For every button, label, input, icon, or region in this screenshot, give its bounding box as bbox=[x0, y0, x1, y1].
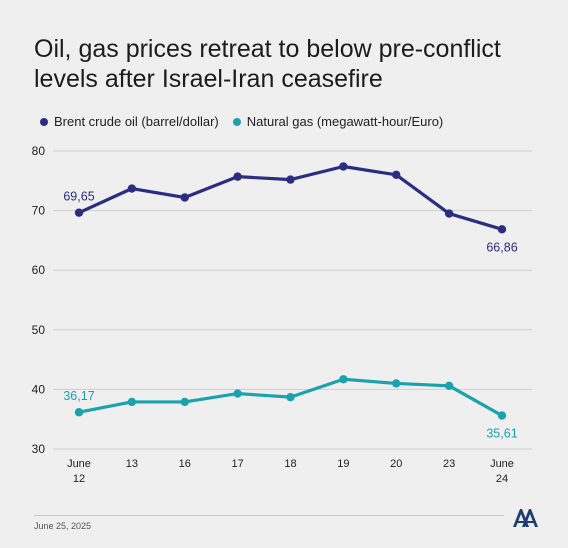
legend-marker-gas bbox=[232, 117, 241, 126]
x-tick-label-2: 16 bbox=[179, 458, 191, 470]
footer-divider bbox=[34, 515, 504, 516]
legend: Brent crude oil (barrel/dollar) Natural … bbox=[40, 114, 443, 129]
x-tick-label-7: 23 bbox=[443, 458, 455, 470]
x-tick-label-3: 17 bbox=[232, 458, 244, 470]
y-tick-label-60: 60 bbox=[32, 263, 46, 277]
data-point-s1-0 bbox=[74, 408, 84, 417]
agency-logo-icon bbox=[513, 509, 538, 527]
footer-date: June 25, 2025 bbox=[34, 521, 92, 531]
x-tick-label-5: 19 bbox=[337, 458, 349, 470]
legend-item-oil: Brent crude oil (barrel/dollar) bbox=[40, 114, 219, 129]
data-label-0: 69,65 bbox=[63, 190, 94, 204]
data-point-s0-1 bbox=[127, 184, 137, 193]
y-tick-label-30: 30 bbox=[32, 442, 46, 456]
data-point-s0-7 bbox=[444, 209, 454, 218]
data-point-s0-2 bbox=[180, 193, 189, 202]
data-point-s0-5 bbox=[339, 162, 348, 171]
legend-item-gas: Natural gas (megawatt-hour/Euro) bbox=[232, 114, 444, 129]
x-tick-label-8: June 24 bbox=[490, 458, 514, 485]
y-tick-label-50: 50 bbox=[32, 323, 46, 337]
legend-label-oil: Brent crude oil (barrel/dollar) bbox=[54, 114, 219, 129]
data-point-s1-5 bbox=[339, 375, 348, 384]
data-point-s0-6 bbox=[392, 170, 401, 180]
data-point-s1-7 bbox=[444, 381, 454, 391]
x-tick-label-6: 20 bbox=[390, 458, 402, 470]
data-label-3: 35,61 bbox=[486, 427, 517, 441]
data-point-s1-1 bbox=[127, 397, 137, 407]
data-point-s1-6 bbox=[392, 379, 401, 388]
data-point-s1-3 bbox=[233, 389, 242, 398]
legend-label-gas: Natural gas (megawatt-hour/Euro) bbox=[246, 114, 444, 129]
data-point-s0-0 bbox=[74, 208, 84, 217]
data-label-1: 66,86 bbox=[486, 240, 517, 254]
y-tick-label-70: 70 bbox=[32, 204, 46, 218]
data-point-s0-4 bbox=[286, 175, 295, 184]
data-point-s1-4 bbox=[286, 392, 295, 402]
x-tick-label-4: 18 bbox=[284, 458, 296, 470]
x-tick-label-1: 13 bbox=[126, 458, 138, 470]
data-point-s1-8 bbox=[497, 411, 507, 420]
data-label-2: 36,17 bbox=[63, 389, 94, 403]
data-point-s0-8 bbox=[497, 225, 507, 234]
legend-marker-oil bbox=[40, 117, 48, 126]
chart-title: Oil, gas prices retreat to below pre-con… bbox=[34, 35, 501, 93]
data-point-s1-2 bbox=[180, 397, 189, 407]
y-tick-label-80: 80 bbox=[32, 144, 46, 158]
x-tick-label-0: June 12 bbox=[67, 458, 91, 485]
y-tick-label-40: 40 bbox=[32, 382, 46, 396]
data-point-s0-3 bbox=[233, 172, 242, 181]
